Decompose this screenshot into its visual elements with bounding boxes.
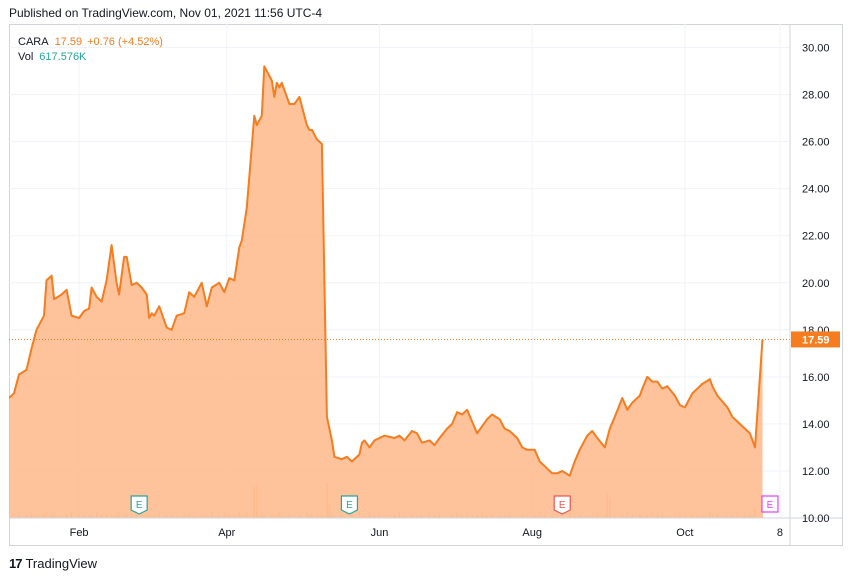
earnings-marker-label: E	[767, 500, 774, 511]
time-tick-label: 8	[777, 527, 783, 539]
earnings-marker-box	[761, 495, 779, 513]
published-caption: Published on TradingView.com, Nov 01, 20…	[9, 6, 323, 20]
earnings-marker-label: E	[346, 500, 353, 511]
earnings-marker-label: E	[559, 500, 566, 511]
legend-price-row: CARA 17.59 +0.76 (+4.52%)	[18, 35, 163, 50]
legend-volume-row: Vol 617.576K	[18, 50, 163, 65]
earnings-marker: E	[761, 495, 779, 513]
price-tick-label: 16.00	[802, 372, 830, 384]
last-price-tag-box	[791, 331, 840, 348]
price-tick-label: 28.00	[802, 90, 830, 102]
price-tick-label: 10.00	[802, 513, 830, 525]
legend-price: 17.59	[54, 36, 83, 48]
legend-volume-value: 617.576K	[39, 51, 87, 63]
earnings-marker-box	[130, 495, 148, 515]
earnings-marker-box	[340, 495, 359, 515]
chart-frame	[9, 24, 843, 546]
tradingview-brand: TradingView	[25, 556, 98, 571]
price-tick-label: 20.00	[802, 278, 830, 290]
tradingview-logo-icon: 17	[9, 556, 23, 571]
time-tick-label: Oct	[676, 527, 693, 539]
price-tick-label: 24.00	[802, 184, 830, 196]
legend-symbol: CARA	[18, 36, 49, 48]
price-area-fill	[9, 66, 763, 519]
time-tick-label: Apr	[218, 527, 235, 539]
last-price-tag: 17.59	[791, 331, 840, 348]
time-axis-labels: Feb Apr Jun Aug Oct 8	[70, 527, 783, 539]
price-line	[9, 65, 764, 477]
last-price-tag-label: 17.59	[802, 334, 830, 346]
tradingview-footer[interactable]: 17 TradingView	[9, 556, 97, 571]
time-tick-label: Jun	[371, 527, 389, 539]
price-tick-label: 26.00	[802, 137, 830, 149]
time-tick-label: Aug	[522, 527, 542, 539]
earnings-marker-label: E	[136, 500, 143, 511]
earnings-marker-box	[553, 495, 571, 515]
time-tick-label: Feb	[70, 527, 89, 539]
price-tick-label: 12.00	[802, 466, 830, 478]
price-tick-label: 14.00	[802, 419, 830, 431]
earnings-marker: E	[130, 495, 148, 515]
earnings-marker: E	[553, 495, 571, 515]
earnings-marker: E	[340, 495, 359, 515]
legend-change: +0.76 (+4.52%)	[87, 36, 163, 48]
price-axis-labels: 10.0012.0014.0016.0018.0020.0022.0024.00…	[802, 43, 830, 525]
chart-legend: CARA 17.59 +0.76 (+4.52%) Vol 617.576K	[18, 35, 163, 65]
price-tick-label: 22.00	[802, 231, 830, 243]
legend-volume-label: Vol	[18, 51, 34, 63]
price-tick-label: 30.00	[802, 43, 830, 55]
